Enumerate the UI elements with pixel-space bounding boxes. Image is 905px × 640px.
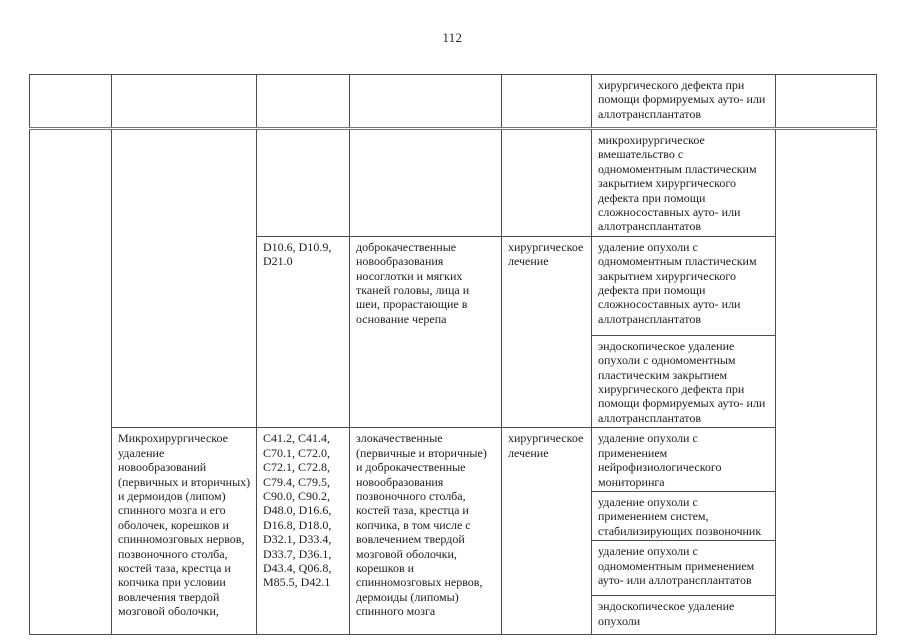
cell-service-name: Микрохирургическое удаление новообразова…: [111, 427, 257, 636]
medical-care-table: хирургического дефекта при помощи формир…: [29, 74, 877, 636]
cell-treatment-method: удаление опухоли с применением нейрофизи…: [591, 427, 776, 492]
table-row: эндоскопическое удаление опухоли: [30, 595, 877, 636]
cell-diagnosis: злокачественные (первичные и вторичные) …: [349, 427, 502, 636]
cell-treatment-method: удаление опухоли с одномоментным примене…: [591, 540, 776, 597]
cell-treatment-method: микрохирургическое вмешательство с одном…: [591, 128, 776, 237]
cell-icd-codes: C41.2, C41.4, C70.1, C72.0, C72.1, C72.8…: [256, 427, 350, 636]
table-row: Микрохирургическое удаление новообразова…: [30, 427, 877, 636]
cell-icd-codes-empty: [256, 74, 350, 130]
table-row: микрохирургическое вмешательство с одном…: [29, 127, 877, 636]
cell-icd-codes-empty: [256, 128, 350, 237]
cell-treatment-type-empty: [501, 74, 592, 130]
cell-treatment-type: хирургическое лечение: [501, 235, 592, 429]
cell-tariff-empty: [775, 74, 877, 130]
cell-group-number-empty: [29, 127, 112, 636]
cell-diagnosis-empty: [349, 74, 502, 130]
cell-tariff-empty: [775, 127, 877, 636]
table-row: хирургического дефекта при помощи формир…: [29, 74, 877, 130]
cell-treatment-method: удаление опухоли с применением систем, с…: [591, 490, 776, 542]
cell-treatment-method: эндоскопическое удаление опухоли: [591, 595, 776, 636]
cell-group-number-empty: [29, 74, 112, 130]
cell-treatment-method: удаление опухоли с одномоментным пластич…: [591, 235, 776, 336]
table-row: удаление опухоли с одномоментным примене…: [30, 540, 877, 597]
cell-icd-codes: D10.6, D10.9, D21.0: [256, 235, 350, 429]
cell-treatment-type: хирургическое лечение: [501, 427, 592, 636]
cell-diagnosis-empty: [349, 128, 502, 237]
cell-treatment-method: эндоскопическое удаление опухоли с одном…: [591, 334, 776, 429]
page-number: 112: [442, 31, 463, 45]
table-row: D10.6, D10.9, D21.0 доброкачественные но…: [30, 235, 877, 429]
table-row: удаление опухоли с применением систем, с…: [30, 490, 877, 542]
table-row: эндоскопическое удаление опухоли с одном…: [30, 334, 877, 429]
cell-diagnosis: доброкачественные новообразования носогл…: [349, 235, 502, 429]
cell-service-name-empty: [111, 74, 257, 130]
cell-service-name-empty: [111, 127, 257, 429]
cell-treatment-type-empty: [501, 128, 592, 237]
cell-treatment-method: хирургического дефекта при помощи формир…: [591, 74, 776, 130]
